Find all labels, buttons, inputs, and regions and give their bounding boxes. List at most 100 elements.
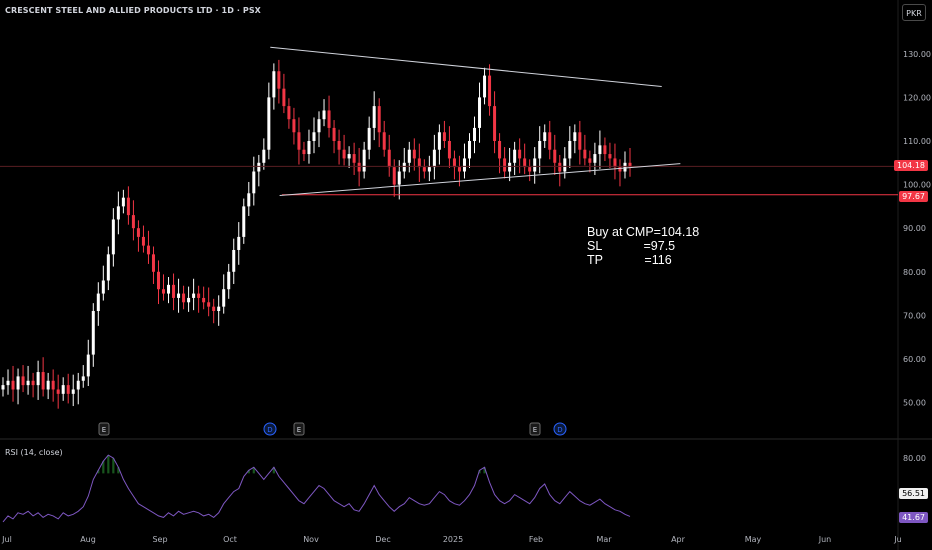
candle-body: [467, 140, 471, 159]
x-tick-label: Sep: [152, 535, 167, 544]
candle-body: [36, 372, 40, 386]
x-tick-label: Dec: [375, 535, 390, 544]
candle-body: [372, 106, 376, 128]
candle-body: [292, 119, 296, 133]
candle-body: [377, 106, 381, 133]
earnings-marker: [98, 422, 110, 436]
x-tick-label: Jul: [1, 535, 12, 544]
candle-body: [197, 293, 201, 298]
y-tick-label: 100.00: [903, 181, 931, 190]
candle-body: [252, 171, 256, 194]
candle-body: [202, 297, 206, 303]
candle-body: [432, 149, 436, 168]
candle-body: [126, 197, 130, 216]
candle-body: [81, 376, 85, 381]
candle-body: [151, 254, 155, 272]
candle-body: [523, 158, 527, 168]
candle-body: [603, 145, 607, 155]
candle-body: [498, 140, 502, 159]
rsi-line: [2, 454, 631, 523]
rsi-value-tag: 41.67: [899, 512, 928, 523]
candle-body: [493, 106, 497, 141]
x-tick-label: Feb: [529, 535, 543, 544]
candle-body: [177, 293, 181, 298]
candle-body: [106, 254, 110, 281]
candle-body: [598, 145, 602, 155]
trade-annotation: Buy at CMP=104.18 SL =97.5 TP =116: [587, 225, 699, 267]
candle-body: [578, 132, 582, 150]
event-marker-label: D: [267, 426, 272, 434]
candle-body: [513, 149, 517, 163]
candle-body: [207, 302, 211, 307]
candle-body: [437, 132, 441, 150]
candle-body: [272, 71, 276, 98]
candle-body: [167, 284, 171, 294]
candle-body: [382, 132, 386, 150]
currency-button[interactable]: PKR: [902, 4, 926, 21]
x-tick-label: Jun: [818, 535, 832, 544]
candle-body: [427, 167, 431, 172]
candle-body: [1, 385, 5, 390]
candle-body: [628, 162, 632, 168]
candle-body: [217, 306, 221, 312]
candle-body: [111, 219, 115, 255]
annotation-buy: Buy at CMP=104.18: [587, 225, 700, 239]
candle-body: [483, 75, 487, 98]
chart-title: CRESCENT STEEL AND ALLIED PRODUCTS LTD ·…: [5, 6, 261, 15]
candle-body: [357, 162, 361, 172]
candle-body: [332, 127, 336, 141]
candle-body: [503, 158, 507, 172]
candle-body: [71, 389, 75, 394]
candle-body: [11, 380, 15, 390]
candle-body: [141, 236, 145, 246]
y-tick-label: 110.00: [903, 137, 931, 146]
candle-body: [247, 193, 251, 207]
candle-body: [327, 110, 331, 128]
candle-body: [287, 106, 291, 120]
candle-body: [623, 162, 627, 172]
candle-body: [101, 280, 105, 294]
candle-body: [442, 132, 446, 141]
candle-body: [46, 380, 50, 390]
lower-trendline: [279, 163, 681, 196]
candle-body: [227, 271, 231, 290]
candle-body: [56, 389, 60, 394]
candle-body: [367, 127, 371, 150]
candle-body: [518, 149, 522, 159]
candle-body: [397, 171, 401, 185]
event-marker-label: E: [102, 426, 106, 434]
candle-body: [277, 71, 281, 89]
y-tick-label: 80.00: [903, 268, 926, 277]
candle-body: [462, 158, 466, 172]
candle-body: [553, 149, 557, 163]
candle-body: [337, 140, 341, 150]
rsi-ma-tag: 56.51: [899, 488, 928, 499]
candle-body: [26, 380, 30, 386]
candle-body: [347, 154, 351, 159]
candle-body: [96, 293, 100, 312]
candle-body: [136, 228, 140, 237]
candle-body: [172, 284, 176, 298]
candle-body: [267, 97, 271, 150]
candle-body: [31, 380, 35, 386]
candle-body: [21, 376, 25, 386]
candle-body: [573, 132, 577, 141]
candle-body: [282, 88, 286, 107]
candle-body: [392, 167, 396, 185]
last-price-tag: 104.18: [894, 160, 928, 171]
sl-price-tag: 97.67: [899, 191, 928, 202]
event-marker-label: E: [297, 426, 301, 434]
candle-body: [447, 140, 451, 159]
candle-body: [237, 236, 241, 250]
candle-body: [422, 167, 426, 172]
x-tick-label: Ju: [893, 535, 901, 544]
candle-body: [362, 149, 366, 172]
candle-body: [302, 149, 306, 155]
candle-body: [583, 149, 587, 159]
candle-body: [478, 97, 482, 128]
annotation-tp: TP =116: [587, 253, 672, 267]
x-tick-label: Apr: [671, 535, 686, 544]
candle-body: [543, 132, 547, 141]
candle-body: [452, 158, 456, 168]
